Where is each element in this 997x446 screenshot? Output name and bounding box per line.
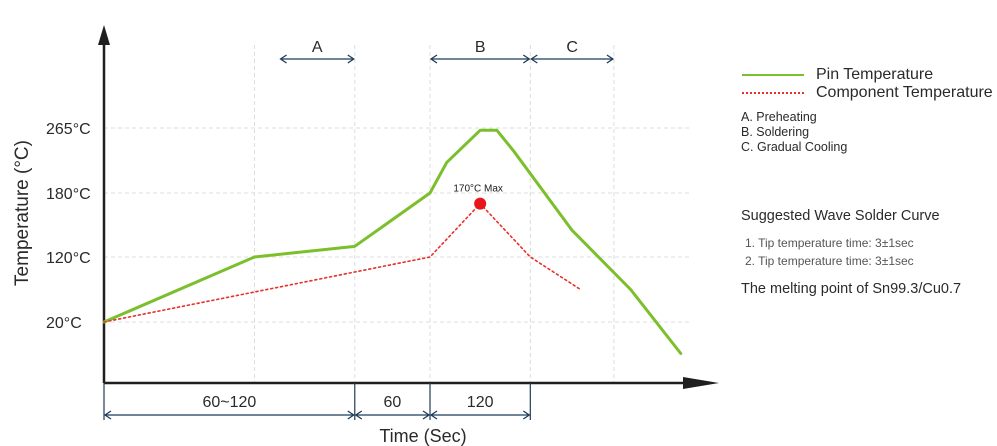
duration-label: 60 [383, 394, 401, 411]
chart-legend: Pin Temperature Component Temperature [742, 66, 997, 102]
note-2: 2. Tip temperature time: 3±1sec [745, 254, 914, 268]
max-temperature-label: 170°C Max [453, 184, 503, 195]
phase-bracket-head-right [522, 54, 531, 64]
phase-bracket-head-left [279, 54, 287, 64]
x-axis-title: Time (Sec) [379, 426, 466, 446]
y-tick-label: 20°C [46, 315, 82, 332]
component-temperature-line [103, 202, 582, 323]
legend-label: Component Temperature [816, 84, 993, 101]
suggested-notes: 1. Tip temperature time: 3±1sec 2. Tip t… [745, 234, 914, 270]
phase-note-b: B. Soldering [741, 125, 810, 139]
legend-swatch-solid [742, 74, 804, 76]
y-axis-title: Temperature (°C) [12, 140, 33, 286]
phase-bracket-head-right [606, 54, 615, 64]
phase-bracket-head-left [429, 54, 438, 64]
y-tick-label: 120°C [46, 250, 91, 267]
y-tick-label: 180°C [46, 186, 91, 203]
melting-point-text: The melting point of Sn99.3/Cu0.7 [741, 281, 962, 297]
duration-label: 120 [467, 394, 494, 411]
legend-item-pin-temperature: Pin Temperature [742, 66, 997, 84]
phase-note-c: C. Gradual Cooling [741, 140, 848, 154]
duration-bracket-head-right [347, 410, 355, 420]
solder-profile-chart: 20°C 120°C 180°C 265°C Temperature (°C) Time … [12, 25, 719, 446]
duration-bracket-head-left [103, 410, 112, 420]
duration-bracket-head-right [522, 410, 531, 420]
duration-bracket-head-right [422, 410, 431, 420]
x-axis-arrow [683, 377, 719, 389]
phase-note-a: A. Preheating [741, 110, 817, 124]
pin-temperature-line [102, 128, 683, 355]
duration-label: 60~120 [202, 394, 256, 411]
y-axis-arrow [98, 25, 110, 45]
note-1: 1. Tip temperature time: 3±1sec [745, 236, 914, 250]
duration-bracket-head-left [429, 410, 438, 420]
phase-bracket-head-left [530, 54, 538, 64]
phase-label: B [475, 39, 486, 56]
suggested-curve-title: Suggested Wave Solder Curve [741, 208, 940, 224]
legend-item-component-temperature: Component Temperature [742, 84, 997, 102]
y-tick-label: 265°C [46, 121, 91, 138]
phase-label: C [566, 39, 578, 56]
phase-bracket-head-right [347, 54, 355, 64]
phase-label: A [312, 39, 323, 56]
legend-label: Pin Temperature [816, 66, 934, 83]
phase-notes: A. Preheating B. Soldering C. Gradual Co… [741, 110, 847, 155]
duration-bracket-head-left [354, 410, 363, 420]
max-temperature-point [474, 197, 487, 210]
legend-swatch-dotted [742, 92, 804, 94]
